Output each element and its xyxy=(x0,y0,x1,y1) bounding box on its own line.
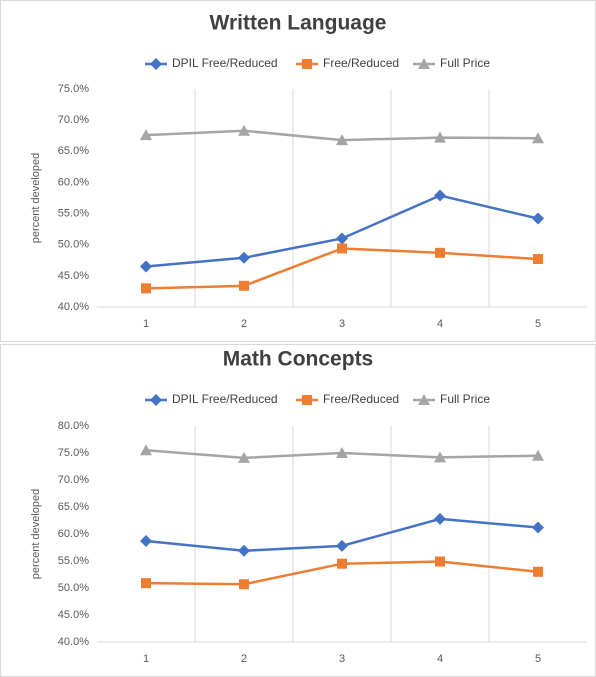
y-tick-label: 45.0% xyxy=(58,609,89,621)
x-tick-label: 5 xyxy=(535,653,541,665)
chart-border xyxy=(0,0,596,342)
legend-marker xyxy=(418,58,430,69)
legend-label: Full Price xyxy=(440,56,490,70)
y-tick-label: 65.0% xyxy=(58,145,89,157)
legend-marker xyxy=(150,394,162,406)
marker xyxy=(532,212,544,225)
legend-marker xyxy=(150,58,162,70)
marker xyxy=(239,280,249,291)
marker xyxy=(435,556,445,567)
y-tick-label: 40.0% xyxy=(58,636,89,648)
marker xyxy=(435,247,445,258)
chart-border xyxy=(0,344,596,677)
legend-label: Free/Reduced xyxy=(323,56,399,70)
y-tick-label: 60.0% xyxy=(58,176,89,188)
y-tick-label: 50.0% xyxy=(58,239,89,251)
y-tick-label: 60.0% xyxy=(58,528,89,540)
y-axis-label: percent developed xyxy=(30,153,42,244)
x-tick-label: 1 xyxy=(143,318,149,330)
marker xyxy=(434,131,446,143)
legend-marker xyxy=(302,59,312,69)
marker xyxy=(238,544,250,557)
marker xyxy=(337,558,347,569)
marker xyxy=(140,444,152,456)
y-tick-label: 45.0% xyxy=(58,270,89,282)
marker xyxy=(532,521,544,534)
y-tick-label: 55.0% xyxy=(58,555,89,567)
x-tick-label: 4 xyxy=(437,318,443,330)
x-tick-label: 2 xyxy=(241,318,247,330)
marker xyxy=(140,260,152,273)
chart: Math Concepts percent developed 40.0% 45.0%… xyxy=(0,344,596,677)
marker xyxy=(336,134,348,146)
chart-title: Math Concepts xyxy=(223,348,374,371)
legend-marker xyxy=(302,395,312,405)
x-tick-label: 1 xyxy=(143,653,149,665)
y-tick-label: 70.0% xyxy=(58,114,89,126)
marker xyxy=(141,283,151,294)
y-tick-label: 55.0% xyxy=(58,207,89,219)
x-tick-label: 3 xyxy=(339,318,345,330)
y-tick-label: 75.0% xyxy=(58,83,89,95)
marker xyxy=(532,132,544,144)
marker xyxy=(434,512,446,525)
marker xyxy=(238,451,250,463)
marker xyxy=(434,189,446,202)
legend-label: DPIL Free/Reduced xyxy=(172,56,278,70)
marker xyxy=(238,124,250,136)
marker xyxy=(141,578,151,589)
y-tick-label: 80.0% xyxy=(58,420,89,432)
series-line xyxy=(145,247,539,290)
marker xyxy=(533,254,543,265)
marker xyxy=(140,129,152,141)
y-tick-label: 70.0% xyxy=(58,474,89,486)
x-tick-label: 4 xyxy=(437,653,443,665)
marker xyxy=(532,449,544,461)
marker xyxy=(239,579,249,590)
legend-label: Full Price xyxy=(440,392,490,406)
marker xyxy=(336,447,348,458)
legend-label: Free/Reduced xyxy=(323,392,399,406)
y-tick-label: 65.0% xyxy=(58,501,89,513)
x-tick-label: 5 xyxy=(535,318,541,330)
x-tick-label: 3 xyxy=(339,653,345,665)
x-tick-label: 2 xyxy=(241,653,247,665)
y-tick-label: 40.0% xyxy=(58,301,89,313)
marker xyxy=(434,451,446,463)
marker xyxy=(336,232,348,245)
marker xyxy=(533,566,543,577)
legend-label: DPIL Free/Reduced xyxy=(172,392,278,406)
marker xyxy=(336,539,348,552)
marker xyxy=(337,243,347,254)
legend-marker xyxy=(418,394,430,405)
chart-title: Written Language xyxy=(210,12,387,35)
marker xyxy=(238,251,250,264)
y-tick-label: 50.0% xyxy=(58,582,89,594)
y-tick-label: 75.0% xyxy=(58,447,89,459)
marker xyxy=(140,535,152,548)
y-axis-label: percent developed xyxy=(30,489,42,580)
